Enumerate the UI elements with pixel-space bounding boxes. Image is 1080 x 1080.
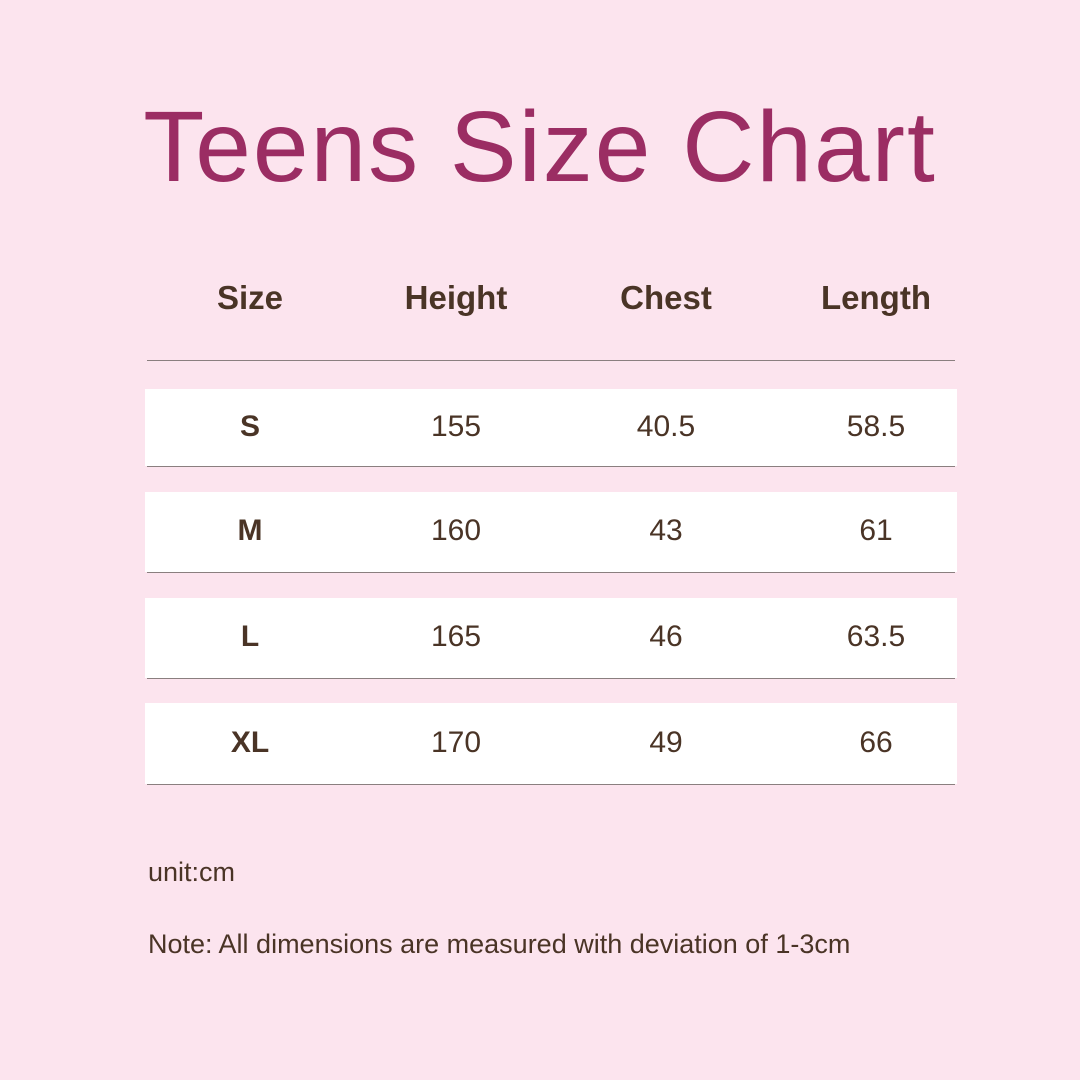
- value-cell: 160: [430, 514, 482, 547]
- header-divider: [147, 360, 955, 361]
- size-cell: L: [240, 620, 260, 653]
- value-cell: 155: [430, 409, 482, 443]
- row-divider: [147, 784, 955, 785]
- size-cell: M: [237, 514, 263, 547]
- size-cell: S: [239, 409, 260, 443]
- value-cell: 170: [430, 725, 482, 759]
- column-header: Chest: [620, 279, 712, 316]
- column-header: Height: [404, 279, 508, 316]
- row-divider: [147, 678, 955, 679]
- size-cell: XL: [230, 725, 270, 759]
- row-divider: [147, 466, 955, 467]
- value-cell: 58.5: [846, 409, 906, 443]
- note-text: Note: All dimensions are measured with d…: [148, 929, 851, 959]
- column-header: Size: [216, 279, 284, 316]
- table-row: [145, 389, 957, 466]
- value-cell: 66: [859, 725, 893, 759]
- value-cell: 40.5: [636, 409, 696, 443]
- table-row: [145, 492, 957, 572]
- value-cell: 63.5: [846, 620, 906, 653]
- column-header: Length: [821, 279, 931, 316]
- page-title: Teens Size Chart: [143, 91, 937, 203]
- value-cell: 61: [859, 514, 893, 547]
- row-divider: [147, 572, 955, 573]
- value-cell: 43: [649, 514, 683, 547]
- unit-label: unit:cm: [148, 857, 236, 887]
- value-cell: 46: [649, 620, 683, 653]
- table-row: [145, 703, 957, 784]
- table-row: [145, 598, 957, 678]
- value-cell: 49: [649, 725, 683, 759]
- value-cell: 165: [430, 620, 482, 653]
